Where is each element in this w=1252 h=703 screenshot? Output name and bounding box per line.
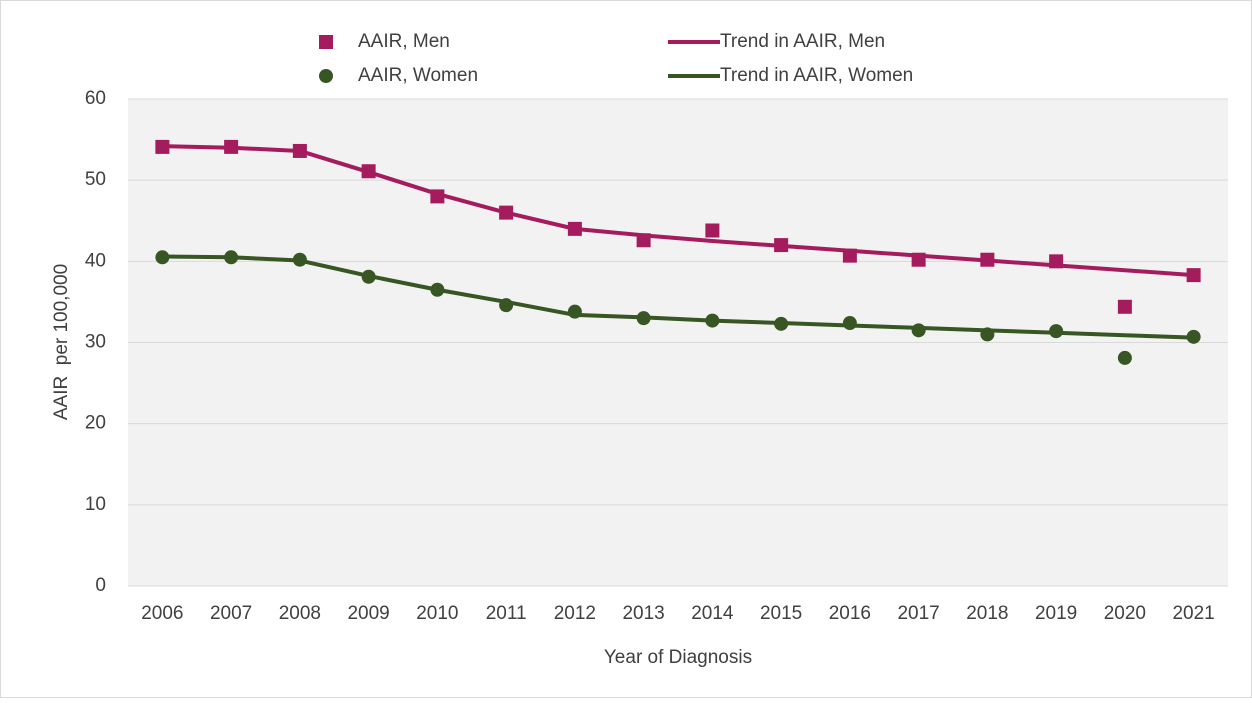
legend-marker [319, 69, 333, 83]
x-tick-label: 2014 [691, 603, 734, 624]
x-axis-label: Year of Diagnosis [604, 647, 752, 668]
legend-label: AAIR, Men [358, 31, 450, 52]
data-point [705, 223, 720, 238]
y-tick-label: 20 [85, 413, 106, 434]
data-point [705, 313, 720, 328]
data-point [842, 248, 857, 263]
legend-marker [319, 35, 333, 49]
data-point [224, 139, 239, 154]
y-tick-label: 0 [95, 575, 106, 596]
x-tick-label: 2007 [210, 603, 252, 624]
x-tick-label: 2017 [897, 603, 939, 624]
data-point [636, 311, 651, 326]
x-tick-label: 2019 [1035, 603, 1077, 624]
data-point [499, 298, 514, 313]
data-point [1117, 350, 1132, 365]
data-point [1186, 268, 1201, 283]
x-tick-label: 2012 [554, 603, 596, 624]
x-tick-label: 2018 [966, 603, 1008, 624]
data-point [1049, 324, 1064, 339]
y-tick-label: 30 [85, 332, 106, 353]
data-point [292, 252, 307, 267]
x-tick-label: 2010 [416, 603, 458, 624]
data-point [224, 250, 239, 265]
data-point [361, 269, 376, 284]
data-point [499, 205, 514, 220]
legend-label: AAIR, Women [358, 65, 478, 86]
legend-label: Trend in AAIR, Women [720, 65, 913, 86]
data-point [430, 282, 445, 297]
x-tick-label: 2020 [1104, 603, 1146, 624]
y-tick-label: 40 [85, 250, 106, 271]
data-point [774, 316, 789, 331]
y-tick-label: 60 [85, 88, 106, 109]
x-tick-label: 2009 [347, 603, 389, 624]
x-tick-label: 2013 [622, 603, 664, 624]
data-point [1117, 299, 1132, 314]
data-point [911, 252, 926, 267]
x-tick-label: 2008 [279, 603, 321, 624]
data-point [1049, 254, 1064, 269]
data-point [567, 304, 582, 319]
data-point [980, 327, 995, 342]
data-point [361, 164, 376, 179]
data-point [155, 250, 170, 265]
data-point [636, 233, 651, 248]
y-axis-label: AAIR per 100,000 [51, 264, 72, 420]
y-tick-label: 10 [85, 494, 106, 515]
data-point [430, 189, 445, 204]
trend-line [162, 254, 1194, 340]
x-tick-label: 2016 [829, 603, 871, 624]
x-tick-label: 2011 [486, 603, 527, 624]
data-point [1186, 329, 1201, 344]
x-tick-label: 2021 [1172, 603, 1214, 624]
x-tick-label: 2015 [760, 603, 802, 624]
data-point [842, 316, 857, 331]
trend-line [162, 144, 1194, 278]
data-point [567, 221, 582, 236]
data-point [980, 252, 995, 267]
data-point [911, 323, 926, 338]
data-point [292, 143, 307, 158]
data-point [774, 238, 789, 253]
y-tick-label: 50 [85, 169, 106, 190]
legend-label: Trend in AAIR, Men [720, 31, 885, 52]
x-tick-label: 2006 [141, 603, 183, 624]
data-point [155, 139, 170, 154]
